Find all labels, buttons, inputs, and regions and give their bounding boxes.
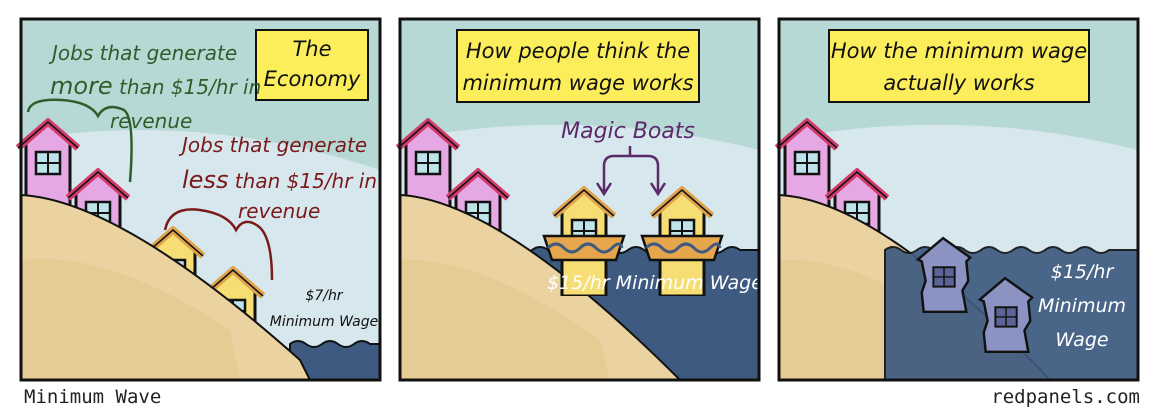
green-label-line1: Jobs that generate [48,41,237,65]
green-label-strong: more [50,72,113,100]
panel3-caption-line2: actually works [883,71,1034,95]
boat-icon [542,234,626,262]
panel2-caption-line1: How people think the [466,39,690,63]
panel-2: How people think the minimum wage works … [398,17,763,382]
red-label-strong: less [182,166,228,194]
panel1-caption-line1: The [292,37,331,61]
green-label-line3: revenue [110,109,192,133]
green-label-rest: than $15/hr in [113,75,262,99]
panel2-wage-label: $15/hr Minimum Wage [547,272,763,294]
panel3-caption-line1: How the minimum wage [831,39,1087,63]
red-label-line2: less than $15/hr in [182,166,377,194]
panel3-wage-line2: Minimum [1038,295,1126,317]
panel1-caption-line2: Economy [264,67,361,91]
panel3-wage-line3: Wage [1055,329,1108,351]
panel1-wage-line1: $7/hr [305,288,343,304]
boat-icon [640,234,724,262]
green-label-line2: more than $15/hr in [50,72,261,100]
panel3-wage-line1: $15/hr [1051,261,1115,283]
magic-boats-label: Magic Boats [561,119,695,144]
site-credit: redpanels.com [991,386,1140,408]
red-label-line3: revenue [238,199,320,223]
panel2-caption-line2: minimum wage works [462,71,693,95]
panel-3: How the minimum wage actually works $15/… [777,17,1140,382]
panel-1: The Economy Jobs that generate more than… [18,17,382,382]
comic-title: Minimum Wave [24,386,162,408]
red-label-line1: Jobs that generate [178,133,367,157]
panel1-wage-line2: Minimum Wage [270,314,379,330]
red-label-rest: than $15/hr in [228,169,377,193]
